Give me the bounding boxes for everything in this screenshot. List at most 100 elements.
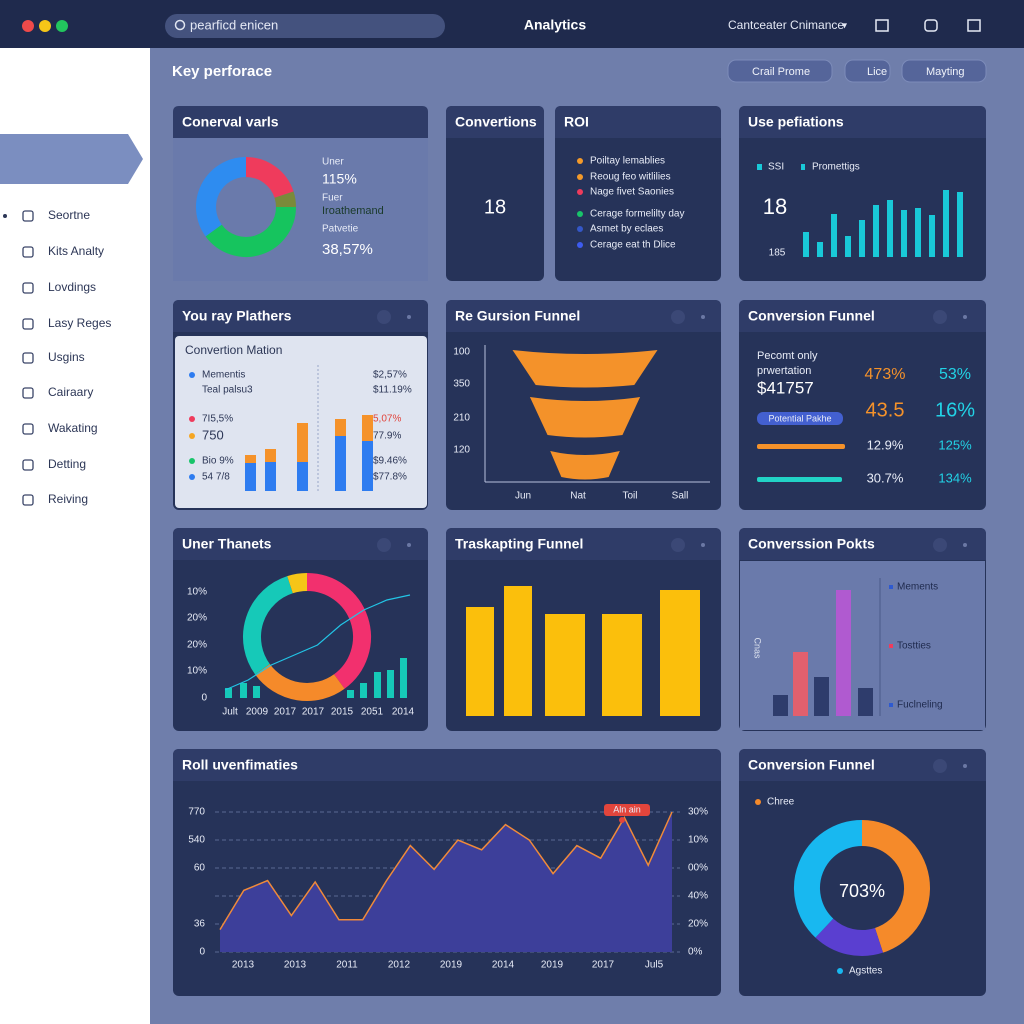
card-menu[interactable] xyxy=(933,538,947,552)
window-dot xyxy=(39,20,51,32)
card-menu[interactable] xyxy=(933,310,947,324)
label: 5,07% xyxy=(373,414,401,425)
funnel-layer xyxy=(550,451,620,480)
donut-center: 703% xyxy=(839,881,885,901)
legend-swatch xyxy=(889,644,893,648)
bar-segment xyxy=(335,419,346,436)
menu-icon xyxy=(22,459,34,471)
card-menu[interactable] xyxy=(963,764,967,768)
button-label: Mayting xyxy=(926,66,965,78)
kpi-value: 18 xyxy=(484,196,506,218)
card-menu[interactable] xyxy=(671,310,685,324)
menu-item[interactable]: Seortne xyxy=(48,208,90,222)
card-menu[interactable] xyxy=(963,315,967,319)
legend-label: Reoug feo witlilies xyxy=(590,172,671,183)
menu-item[interactable]: Wakating xyxy=(48,421,98,435)
donut-segment xyxy=(243,576,294,675)
card-header xyxy=(446,106,544,138)
donut-segment xyxy=(205,206,296,257)
donut-segment xyxy=(861,820,930,953)
sidebar-selected[interactable] xyxy=(0,134,143,184)
menu-item[interactable]: Lovdings xyxy=(48,280,96,294)
label: Teal palsu3 xyxy=(202,385,253,396)
legend-dot xyxy=(755,799,761,805)
header-button[interactable] xyxy=(727,59,833,83)
bar xyxy=(602,614,642,716)
menu-item[interactable]: Lasy Reges xyxy=(48,316,111,330)
bar-segment xyxy=(362,441,373,491)
icon-button[interactable] xyxy=(875,19,889,32)
card-header xyxy=(446,300,721,332)
menu-item[interactable]: Reiving xyxy=(48,492,88,506)
bar xyxy=(466,607,494,716)
card-menu[interactable] xyxy=(701,543,705,547)
menu-item[interactable]: Detting xyxy=(48,457,86,471)
card-menu[interactable] xyxy=(933,759,947,773)
label: $11.19% xyxy=(373,385,412,396)
icon-button[interactable] xyxy=(924,19,938,32)
label: Fuer xyxy=(322,193,343,204)
menu-icon xyxy=(22,282,34,294)
legend-dot xyxy=(577,211,583,217)
bar xyxy=(858,688,873,716)
card-menu[interactable] xyxy=(407,543,411,547)
card-title: ROI xyxy=(564,114,589,130)
x-tick-label: 2015 xyxy=(331,707,354,718)
label: 473% xyxy=(865,366,906,383)
card-menu[interactable] xyxy=(377,538,391,552)
card-menu[interactable] xyxy=(963,543,967,547)
bar xyxy=(887,200,893,257)
legend-swatch xyxy=(889,585,893,589)
x-tick-label: 2051 xyxy=(361,707,384,718)
menu-icon xyxy=(22,494,34,506)
bar xyxy=(831,214,837,257)
card-header xyxy=(173,749,721,781)
x-tick-label: 2012 xyxy=(388,960,411,971)
header-button[interactable] xyxy=(901,59,987,83)
legend-label: Asmet by eclaes xyxy=(590,224,663,235)
area-line xyxy=(219,811,673,930)
card-header xyxy=(739,749,986,781)
menu-icon xyxy=(22,318,34,330)
tag-label: Potential Pakhe xyxy=(768,413,831,423)
legend-dot xyxy=(577,174,583,180)
menu-item[interactable]: Cairaary xyxy=(48,385,93,399)
label: Convertion Mation xyxy=(185,343,282,357)
icon-button[interactable] xyxy=(967,19,981,32)
search-box[interactable] xyxy=(165,14,445,38)
label: 30.7% xyxy=(867,470,904,485)
donut-segment xyxy=(274,191,296,208)
menu-item[interactable]: Usgins xyxy=(48,350,85,364)
account-menu[interactable]: Cantceater Cnimance xyxy=(728,18,844,32)
y-tick-label: 350 xyxy=(453,379,470,390)
card-menu[interactable] xyxy=(701,315,705,319)
card-menu[interactable] xyxy=(407,315,411,319)
y-tick-label: 100 xyxy=(453,347,470,358)
label: 16% xyxy=(935,399,975,421)
legend-label: Poiltay lemablies xyxy=(590,156,665,167)
card-header xyxy=(173,528,428,560)
y-tick-label: 10% xyxy=(187,587,207,598)
y2-tick-label: 0% xyxy=(688,947,703,958)
label: prwertation xyxy=(757,365,811,377)
card-title: Converssion Pokts xyxy=(748,536,875,552)
label: $41757 xyxy=(757,378,814,397)
menu-icon xyxy=(22,352,34,364)
window-dot xyxy=(22,20,34,32)
donut-segment xyxy=(815,918,884,956)
legend-dot xyxy=(577,242,583,248)
card-header xyxy=(739,528,986,560)
bar-segment xyxy=(362,415,373,441)
card-menu[interactable] xyxy=(377,310,391,324)
bar-segment xyxy=(335,436,346,491)
card-header xyxy=(739,106,986,138)
legend-dot xyxy=(189,433,195,439)
header-button[interactable] xyxy=(844,59,891,83)
annotation-label: Aln ain xyxy=(613,804,641,814)
menu-item[interactable]: Kits Analty xyxy=(48,244,104,258)
y-tick-label: 0 xyxy=(201,693,207,704)
card-title: Conerval varls xyxy=(182,114,279,130)
x-tick-label: Jul5 xyxy=(645,960,664,971)
card-menu[interactable] xyxy=(671,538,685,552)
